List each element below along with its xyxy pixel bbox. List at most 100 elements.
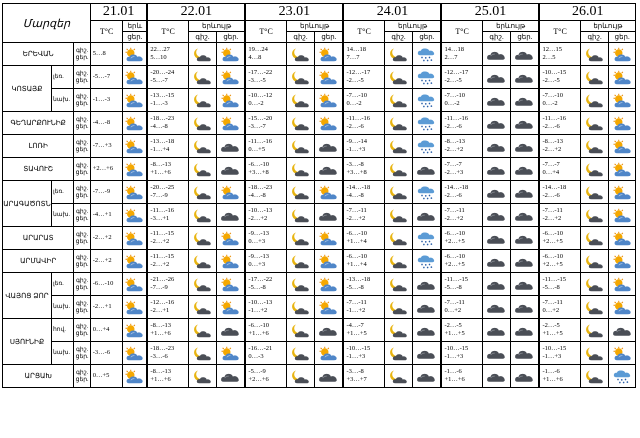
temp-column-header: T°C [440,20,483,43]
day-label: ցեր. [75,331,89,337]
night-temp: -10…-15 [346,345,371,352]
table-row: ԱՐԱԳԱԾՈՏՆ լեռ. գիշ. ցեր. -7…-9 -20…-25 -7…-9 -1… [2,180,636,227]
day-temp: -1…+3 [444,353,464,360]
day-part-labels: գիշ. ցեր. [73,295,91,319]
sun-behind-cloud-icon [610,139,635,154]
table-row: ԼՈՌԻ գիշ. ցեր. -7…+3 -13…-18 -1…+4 -11…-16 0…+5… [1,134,636,158]
day-temp: -1…+2 [248,307,268,314]
temperature-cell: -14…-18 -4…-8 [342,180,385,204]
condition-cell [481,318,512,342]
night-temp: -7…-11 [346,299,367,306]
condition-cell [285,180,316,204]
day-temp: -2…+2 [92,234,112,241]
sun-behind-cloud-icon [124,300,146,315]
condition-cell [412,318,442,342]
condition-cell [383,226,414,250]
temperature-cell: -11…-16 -2…-6 [342,111,385,135]
condition-cell [122,318,148,342]
sun-behind-cloud-icon [610,208,635,223]
day-temp: 0…+4 [92,326,110,333]
day-temp: +3…+8 [346,169,367,176]
day-column-header: ցեր. [314,31,344,43]
condition-cell [314,134,344,158]
condition-cell [285,249,316,273]
sun-behind-cloud-icon [124,162,146,177]
condition-cell [481,364,512,388]
table-row: ԵՐԵՎԱՆ գիշ. ցեր. 5…8 22…27 5…10 19…24 4…8 14…18 7… [1,42,636,66]
night-temp: -14…-18 [444,184,469,191]
condition-cell [314,341,344,365]
condition-cell [481,65,512,89]
moon-cloud-icon [189,369,216,384]
day-label: ցեր. [75,193,89,199]
day-label: ցեր. [75,124,89,130]
condition-cell [510,111,540,135]
night-temp: -17…-22 [248,69,273,76]
day-part-labels: գիշ. ցեր. [73,111,91,135]
condition-cell [579,295,610,319]
condition-cell [481,249,512,273]
dark-cloud-icon [483,162,510,177]
dark-cloud-icon [316,162,343,177]
day-temp: 0…-2 [542,100,558,107]
temperature-cell: -4…-7 +1…+5 [342,318,385,342]
condition-cell [608,341,636,365]
dark-cloud-icon [218,162,245,177]
moon-cloud-icon [385,346,412,361]
condition-cell [412,203,442,227]
day-temp: 0…+5 [92,372,110,379]
day-part-labels: գիշ. ցեր. [73,65,91,89]
night-temp: -13…-15 [150,92,175,99]
condition-cell [314,203,344,227]
night-temp: -11…-15 [542,276,567,283]
temperature-cell: -11…-16 0…+5 [244,134,287,158]
temperature-cell: -21…-26 -7…-9 [146,272,189,296]
region-name: ՎԱՅՈՑ ՁՈՐ [2,272,52,319]
temperature-cell: -7…-11 -2…+2 [440,203,483,227]
temperature-cell: -3…-8 +3…+8 [342,157,385,181]
night-temp: -12…-16 [150,299,175,306]
night-temp: -11…-16 [150,207,174,214]
condition-cell [314,272,344,296]
temperature-cell: 5…8 [89,42,124,66]
regions-header: Մարզեր [2,3,91,43]
snow-cloud-icon [414,231,441,246]
sun-behind-cloud-icon [316,277,343,292]
condition-cell [216,203,246,227]
night-label: գիշ. [75,278,89,284]
sun-behind-cloud-icon [124,208,146,223]
condition-cell [122,180,148,204]
condition-cell [608,226,636,250]
temperature-cell: -7…+3 [89,134,124,158]
moon-cloud-icon [189,93,216,108]
day-temp: +1…+5 [542,330,563,337]
temperature-cell: -8…-13 -2…+2 [538,134,581,158]
day-part-labels: գիշ. ցեր. [73,341,91,365]
temperature-cell: -11…-16 -3…+1 [146,203,189,227]
condition-cell [510,42,540,66]
day-temp: 0…+4 [542,169,560,176]
night-temp: -11…-16 [444,115,469,122]
moon-cloud-icon [581,323,608,338]
night-temp: -2…-5 [444,322,462,329]
night-temp: -18…-23 [150,345,175,352]
day-temp: -1…-3 [150,100,168,107]
sun-behind-cloud-icon [124,93,146,108]
moon-cloud-icon [287,369,314,384]
moon-cloud-icon [581,277,608,292]
dark-cloud-icon [218,323,245,338]
sun-behind-cloud-icon [124,231,146,246]
condition-cell [510,203,540,227]
dark-cloud-icon [512,300,539,315]
day-temp: 4…8 [248,54,262,61]
night-temp: -6…-10 [346,230,368,237]
temperature-cell: -17…-22 -5…-8 [244,272,287,296]
condition-cell [285,226,316,250]
temperature-cell: -6…-10 [89,272,124,296]
moon-cloud-icon [385,231,412,246]
moon-cloud-icon [385,369,412,384]
condition-cell [481,226,512,250]
subregion-label: լեռ. [50,180,75,204]
condition-cell [383,295,414,319]
